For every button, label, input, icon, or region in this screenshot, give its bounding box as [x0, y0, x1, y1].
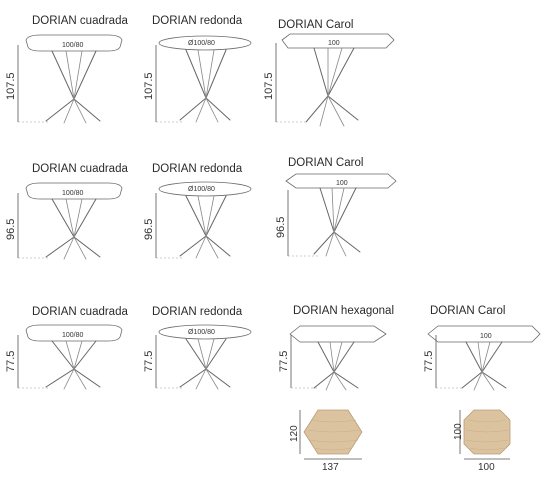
swatch-height-label: 100 — [453, 423, 464, 440]
height-label: 96.5 — [5, 219, 17, 240]
table-cuadrada-low: DORIAN cuadrada 100/80 77.5 — [5, 306, 128, 390]
top-size-label: 100 — [328, 40, 340, 47]
table-title: DORIAN redonda — [152, 163, 243, 175]
table-hexagonal-low: DORIAN hexagonal 77.5 — [278, 305, 394, 391]
height-label: 96.5 — [275, 217, 287, 238]
height-label: 107.5 — [5, 72, 17, 100]
height-label: 107.5 — [143, 72, 155, 100]
table-redonda-tall: DORIAN redonda Ø100/80 107.5 — [143, 15, 252, 123]
top-size-label: Ø100/80 — [188, 40, 215, 47]
table-top — [289, 325, 387, 343]
table-base — [313, 187, 361, 257]
table-base — [461, 341, 507, 391]
table-base — [45, 198, 101, 260]
table-base — [179, 338, 231, 390]
swatch-carol: 100 100 — [453, 409, 511, 473]
height-label: 107.5 — [263, 72, 275, 100]
swatch-height-label: 120 — [289, 425, 300, 442]
swatch-width-label: 137 — [322, 462, 339, 473]
table-top — [158, 324, 252, 340]
table-carol-tall: DORIAN Carol 100 107.5 — [263, 19, 395, 127]
table-carol-mid: DORIAN Carol 100 96.5 — [275, 157, 397, 257]
table-base — [313, 341, 359, 391]
height-label: 96.5 — [143, 219, 155, 240]
table-title: DORIAN cuadrada — [32, 306, 128, 318]
top-size-label: 100/80 — [62, 332, 84, 339]
top-size-label: 100/80 — [62, 42, 84, 49]
top-size-label: 100 — [336, 180, 348, 187]
table-top — [25, 324, 123, 342]
table-title: DORIAN redonda — [152, 15, 243, 27]
height-label: 77.5 — [5, 351, 17, 372]
table-carol-low: DORIAN Carol 100 77.5 — [423, 305, 541, 391]
table-title: DORIAN hexagonal — [293, 305, 394, 317]
table-title: DORIAN Carol — [278, 19, 353, 31]
table-base — [305, 47, 359, 127]
top-size-label: 100 — [480, 333, 492, 340]
top-size-label: 100/80 — [62, 190, 84, 197]
table-redonda-mid: DORIAN redonda Ø100/80 96.5 — [143, 163, 252, 259]
top-size-label: Ø100/80 — [188, 329, 215, 336]
table-top — [25, 34, 123, 52]
table-redonda-low: DORIAN redonda Ø100/80 77.5 — [143, 306, 252, 390]
table-title: DORIAN Carol — [288, 157, 363, 169]
table-base — [179, 195, 231, 259]
table-top — [25, 182, 123, 200]
row-2: DORIAN cuadrada 100/80 96.5 DORIAN redon… — [5, 157, 397, 260]
table-title: DORIAN cuadrada — [32, 15, 128, 27]
table-cuadrada-mid: DORIAN cuadrada 100/80 96.5 — [5, 163, 128, 260]
table-top — [281, 33, 395, 49]
table-title: DORIAN cuadrada — [32, 163, 128, 175]
table-base — [45, 50, 101, 124]
table-base — [45, 340, 101, 390]
table-cuadrada-tall: DORIAN cuadrada 100/80 107.5 — [5, 15, 128, 124]
table-top — [285, 173, 397, 189]
height-label: 77.5 — [278, 351, 290, 372]
table-title: DORIAN redonda — [152, 306, 243, 318]
table-title: DORIAN Carol — [430, 305, 505, 317]
height-label: 77.5 — [143, 351, 155, 372]
swatch-hexagonal: 120 137 — [289, 409, 363, 473]
top-size-label: Ø100/80 — [188, 186, 215, 193]
row-1: DORIAN cuadrada 100/80 107.5 DORIAN redo… — [5, 15, 395, 127]
height-label: 77.5 — [423, 351, 435, 372]
table-top — [427, 325, 541, 343]
swatch-width-label: 100 — [478, 462, 495, 473]
row-3: DORIAN cuadrada 100/80 77.5 DORIAN redon… — [5, 305, 541, 391]
table-base — [179, 49, 231, 123]
table-top — [158, 181, 252, 197]
table-top — [158, 35, 252, 51]
